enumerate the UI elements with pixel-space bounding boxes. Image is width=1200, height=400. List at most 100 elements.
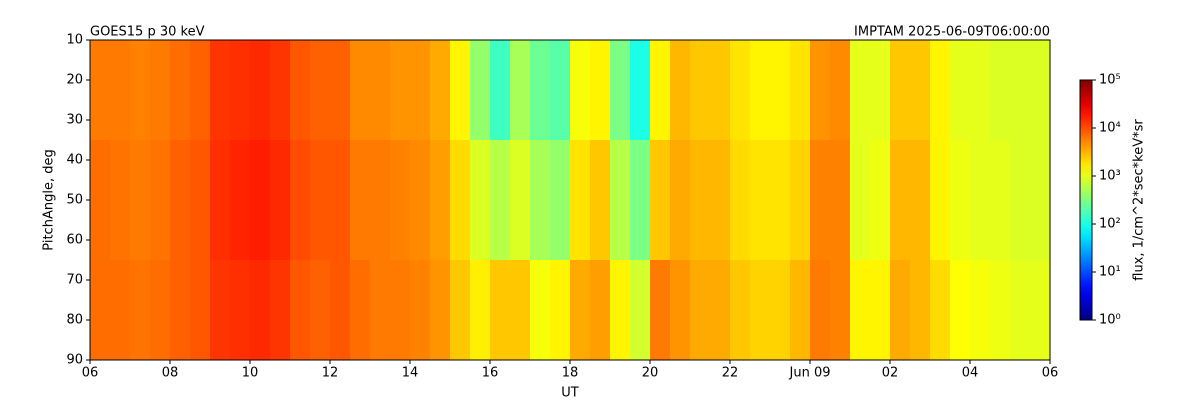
heatmap-cell [970, 60, 991, 101]
heatmap-cell [790, 300, 811, 341]
heatmap-cell [390, 140, 411, 181]
heatmap-cell [450, 220, 471, 261]
heatmap-cell [610, 340, 631, 360]
heatmap-cell [430, 40, 451, 61]
heatmap-cell [610, 300, 631, 341]
heatmap-cell [990, 220, 1011, 261]
heatmap-cell [1010, 100, 1031, 141]
heatmap [90, 40, 1050, 360]
x-tick-label: 08 [162, 366, 179, 381]
heatmap-cell [390, 180, 411, 221]
y-tick-label: 90 [66, 353, 83, 368]
heatmap-cell [410, 140, 431, 181]
heatmap-cell [830, 180, 851, 221]
heatmap-cell [810, 100, 831, 141]
heatmap-cell [230, 40, 251, 61]
heatmap-cell [290, 220, 311, 261]
y-axis-label: PitchAngle, deg [42, 149, 57, 250]
heatmap-cell [130, 220, 151, 261]
heatmap-cell [450, 260, 471, 301]
heatmap-cell [370, 140, 391, 181]
title-left: GOES15 p 30 keV [90, 25, 205, 40]
heatmap-cell [310, 260, 331, 301]
heatmap-cell [650, 140, 671, 181]
heatmap-cell [170, 60, 191, 101]
heatmap-cell [1030, 300, 1050, 341]
heatmap-cell [330, 100, 351, 141]
heatmap-cell [550, 300, 571, 341]
heatmap-cell [750, 260, 771, 301]
heatmap-cell [630, 260, 651, 301]
heatmap-cell [410, 100, 431, 141]
heatmap-cell [250, 260, 271, 301]
heatmap-cell [110, 100, 131, 141]
heatmap-cell [1010, 260, 1031, 301]
heatmap-cell [1030, 180, 1050, 221]
heatmap-cell [550, 40, 571, 61]
heatmap-cell [970, 100, 991, 141]
heatmap-cell [370, 340, 391, 360]
colorbar-tick-label: 10² [1099, 217, 1121, 232]
heatmap-cell [310, 340, 331, 360]
heatmap-cell [930, 220, 951, 261]
heatmap-cell [950, 260, 971, 301]
heatmap-cell [650, 300, 671, 341]
heatmap-cell [950, 100, 971, 141]
heatmap-cell [990, 100, 1011, 141]
heatmap-cell [470, 140, 491, 181]
heatmap-cell [330, 260, 351, 301]
heatmap-cell [930, 180, 951, 221]
heatmap-cell [550, 180, 571, 221]
heatmap-cell [850, 300, 871, 341]
heatmap-cell [610, 100, 631, 141]
heatmap-cell [870, 100, 891, 141]
y-tick-label: 70 [66, 273, 83, 288]
heatmap-cell [490, 340, 511, 360]
heatmap-cell [90, 60, 111, 101]
heatmap-cell [770, 220, 791, 261]
heatmap-cell [1010, 220, 1031, 261]
heatmap-cell [750, 140, 771, 181]
heatmap-cell [830, 260, 851, 301]
heatmap-cell [390, 300, 411, 341]
heatmap-cell [630, 180, 651, 221]
heatmap-cell [370, 260, 391, 301]
heatmap-cell [610, 60, 631, 101]
heatmap-cell [250, 300, 271, 341]
heatmap-cell [410, 60, 431, 101]
heatmap-cell [770, 60, 791, 101]
heatmap-cell [1030, 40, 1050, 61]
heatmap-cell [610, 40, 631, 61]
heatmap-cell [710, 220, 731, 261]
heatmap-cell [510, 140, 531, 181]
heatmap-cell [170, 260, 191, 301]
heatmap-cell [110, 300, 131, 341]
heatmap-cell [470, 60, 491, 101]
heatmap-cell [830, 60, 851, 101]
heatmap-cell [730, 140, 751, 181]
heatmap-cell [730, 40, 751, 61]
x-tick-label: 06 [1042, 366, 1059, 381]
heatmap-cell [190, 220, 211, 261]
heatmap-cell [510, 40, 531, 61]
heatmap-cell [370, 40, 391, 61]
title-right: IMPTAM 2025-06-09T06:00:00 [854, 25, 1050, 40]
heatmap-cell [930, 40, 951, 61]
heatmap-cell [950, 180, 971, 221]
heatmap-cell [450, 300, 471, 341]
heatmap-cell [570, 220, 591, 261]
heatmap-cell [690, 60, 711, 101]
heatmap-cell [550, 260, 571, 301]
heatmap-cell [890, 40, 911, 61]
heatmap-cell [430, 100, 451, 141]
heatmap-cell [210, 300, 231, 341]
heatmap-cell [510, 340, 531, 360]
heatmap-cell [190, 180, 211, 221]
heatmap-cell [150, 40, 171, 61]
heatmap-cell [230, 340, 251, 360]
heatmap-cell [630, 60, 651, 101]
heatmap-cell [110, 220, 131, 261]
heatmap-cell [370, 300, 391, 341]
heatmap-cell [110, 260, 131, 301]
heatmap-cell [390, 260, 411, 301]
